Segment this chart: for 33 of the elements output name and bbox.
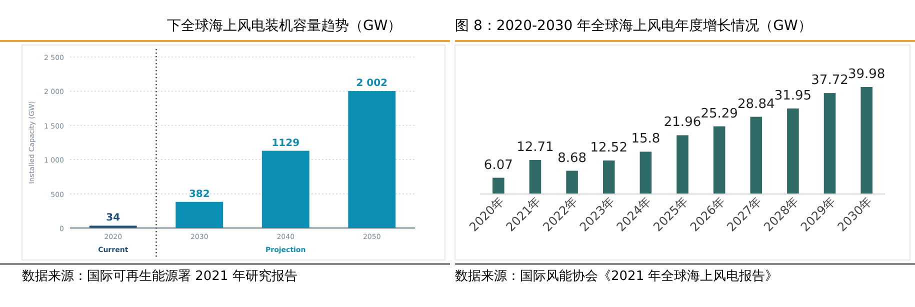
bar (713, 126, 726, 194)
bar (640, 152, 652, 194)
data-label: 2 002 (356, 78, 388, 90)
source-note: 数据来源：国际可再生能源署 2021 年研究报告 (22, 269, 298, 284)
data-label: 15.8 (631, 132, 660, 147)
data-label: 12.52 (590, 140, 628, 156)
data-label: 21.96 (664, 115, 702, 130)
chart-title: 下全球海上风电装机容量趋势（GW） (167, 18, 402, 34)
source-note: 数据来源：国际风能协会《2021 年全球海上风电报告》 (455, 269, 778, 284)
data-label: 37.72 (811, 73, 848, 88)
data-label: 25.29 (700, 106, 738, 122)
data-label: 34 (106, 212, 120, 224)
chart-title: 图 8：2020-2030 年全球海上风电年度增长情况（GW） (455, 18, 812, 34)
data-label: 12.71 (516, 140, 554, 155)
bar (492, 178, 504, 194)
data-label: 39.98 (848, 67, 886, 82)
bar (787, 108, 799, 194)
bar (262, 150, 310, 228)
data-label: 31.95 (774, 88, 812, 104)
data-label: 28.84 (738, 96, 775, 112)
bar (566, 170, 578, 194)
bar (824, 93, 836, 194)
bar (676, 135, 688, 194)
bar (750, 116, 762, 194)
bar (602, 160, 615, 194)
bar (348, 91, 396, 228)
data-label: 6.07 (484, 158, 513, 173)
bar (860, 87, 872, 194)
bar (529, 160, 542, 194)
bar (176, 202, 224, 228)
data-label: 382 (188, 188, 210, 200)
data-label: 8.68 (558, 150, 587, 166)
data-label: 1129 (272, 138, 300, 149)
